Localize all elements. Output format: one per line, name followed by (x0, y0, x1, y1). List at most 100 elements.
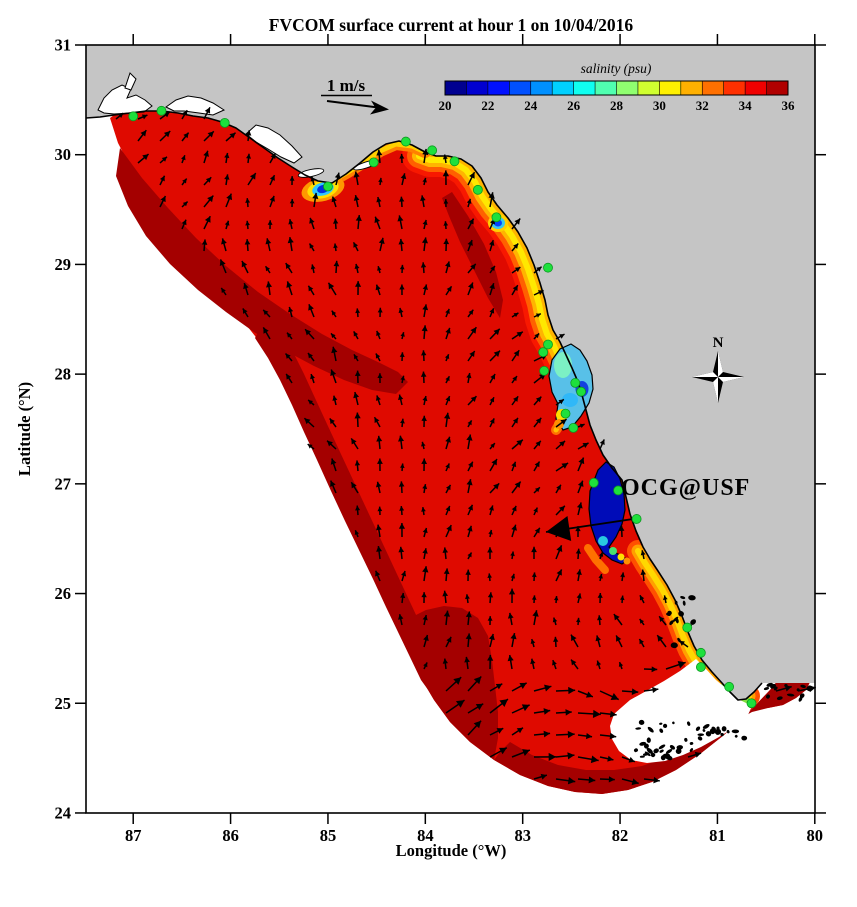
current-arrow-head (488, 633, 495, 641)
current-arrow-head (659, 616, 665, 623)
current-arrow-head (422, 396, 428, 402)
colorbar-cell-10 (659, 81, 681, 95)
island-speckle (646, 747, 653, 754)
current-arrow-head (354, 412, 361, 419)
current-arrow-head (513, 396, 519, 402)
current-arrow-head (514, 218, 521, 225)
current-arrow-head (558, 399, 564, 405)
current-arrow-head (575, 526, 581, 532)
current-arrow-head (422, 177, 427, 183)
island-speckle (720, 732, 724, 737)
current-arrow-head (400, 173, 407, 180)
island-speckle (726, 729, 730, 734)
current-arrow-head (443, 199, 449, 204)
current-arrow-head (467, 282, 474, 289)
current-arrow-head (286, 281, 293, 288)
current-arrow-head (181, 219, 187, 226)
current-arrow-head (445, 396, 451, 402)
current-arrow-head (496, 728, 504, 734)
current-arrow-head (444, 412, 451, 419)
current-arrow-head (663, 595, 668, 601)
colorbar-cells (444, 80, 789, 96)
current-arrow-head (204, 216, 211, 223)
current-arrow-head (376, 435, 383, 442)
current-arrow-head (468, 461, 473, 468)
island-speckle (672, 721, 675, 725)
current-arrow-head (421, 237, 428, 244)
current-arrow-head (181, 155, 186, 161)
current-arrow-head (397, 215, 404, 222)
island-speckle (647, 726, 654, 733)
current-arrow-head (422, 484, 428, 490)
current-arrow-head (628, 756, 635, 763)
island-speckle (697, 733, 705, 737)
current-arrow-head (530, 639, 536, 644)
current-arrow-head (353, 195, 360, 201)
scale-arrow-shaft (326, 100, 379, 109)
current-arrow-head (473, 720, 482, 729)
station-dot (613, 485, 624, 496)
current-arrow-head (560, 419, 567, 425)
current-arrow-head (466, 372, 472, 379)
current-arrow-head (490, 374, 496, 380)
mainland-coastline (85, 110, 763, 701)
current-arrow-head (535, 313, 541, 318)
current-arrow-head (400, 418, 405, 424)
current-arrow-head (467, 420, 472, 426)
current-arrow-head (535, 487, 540, 493)
current-arrow-head (514, 481, 521, 489)
current-arrow-head (510, 551, 515, 557)
current-arrow-head (657, 635, 664, 642)
colorbar-cell-0 (445, 81, 467, 95)
current-arrow-head (309, 217, 315, 224)
current-arrow-head (161, 156, 167, 162)
current-arrow-head (422, 148, 429, 156)
plot-border (85, 44, 816, 814)
current-arrow-head (422, 219, 428, 226)
island-speckle (798, 696, 803, 702)
current-arrow-head (576, 593, 582, 599)
current-arrow-head (354, 263, 360, 270)
current-arrow-head (534, 461, 540, 468)
current-arrow-head (559, 440, 566, 447)
current-arrow-head (488, 505, 494, 511)
current-arrow-head (376, 196, 382, 203)
current-arrow-head (377, 458, 383, 464)
current-arrow-head (599, 439, 605, 446)
current-arrow-head (597, 615, 603, 621)
current-arrow-head (333, 218, 339, 224)
charlotte-harbor-salinity-blob-2 (617, 553, 625, 561)
colorbar-tick-26: 26 (567, 98, 581, 113)
colorbar-tick-34: 34 (739, 98, 753, 113)
high-salinity-36psu-patch-3 (494, 652, 811, 794)
x-tick-label-82: 82 (612, 826, 629, 845)
island-speckle (643, 743, 649, 749)
current-arrow-head (269, 175, 275, 181)
current-arrow-head (618, 662, 624, 667)
current-arrow-head (221, 287, 226, 294)
current-arrow-head (327, 440, 333, 447)
current-arrow-head (182, 110, 188, 116)
island-speckle (689, 741, 694, 745)
colorbar-tick-22: 22 (481, 98, 494, 113)
station-dot (539, 365, 550, 376)
current-arrow-head (469, 172, 475, 179)
station-dot (695, 647, 706, 658)
current-arrow-head (631, 778, 639, 786)
current-arrow-head (489, 283, 495, 290)
current-arrow-head (421, 507, 426, 512)
current-arrow-head (263, 309, 269, 316)
current-arrow-head (265, 266, 270, 272)
current-arrow-head (374, 216, 381, 223)
current-arrow-head (511, 461, 517, 468)
current-arrow-head (490, 443, 495, 448)
current-arrow-head (378, 237, 385, 244)
current-arrow-head (330, 458, 337, 465)
current-arrow-head (400, 332, 405, 337)
current-arrow-head (489, 397, 495, 403)
current-arrow-head (160, 175, 165, 182)
current-vector-field (115, 106, 816, 786)
current-arrow-head (554, 596, 559, 601)
current-arrow-head (182, 178, 187, 184)
current-arrow-head (333, 243, 338, 249)
